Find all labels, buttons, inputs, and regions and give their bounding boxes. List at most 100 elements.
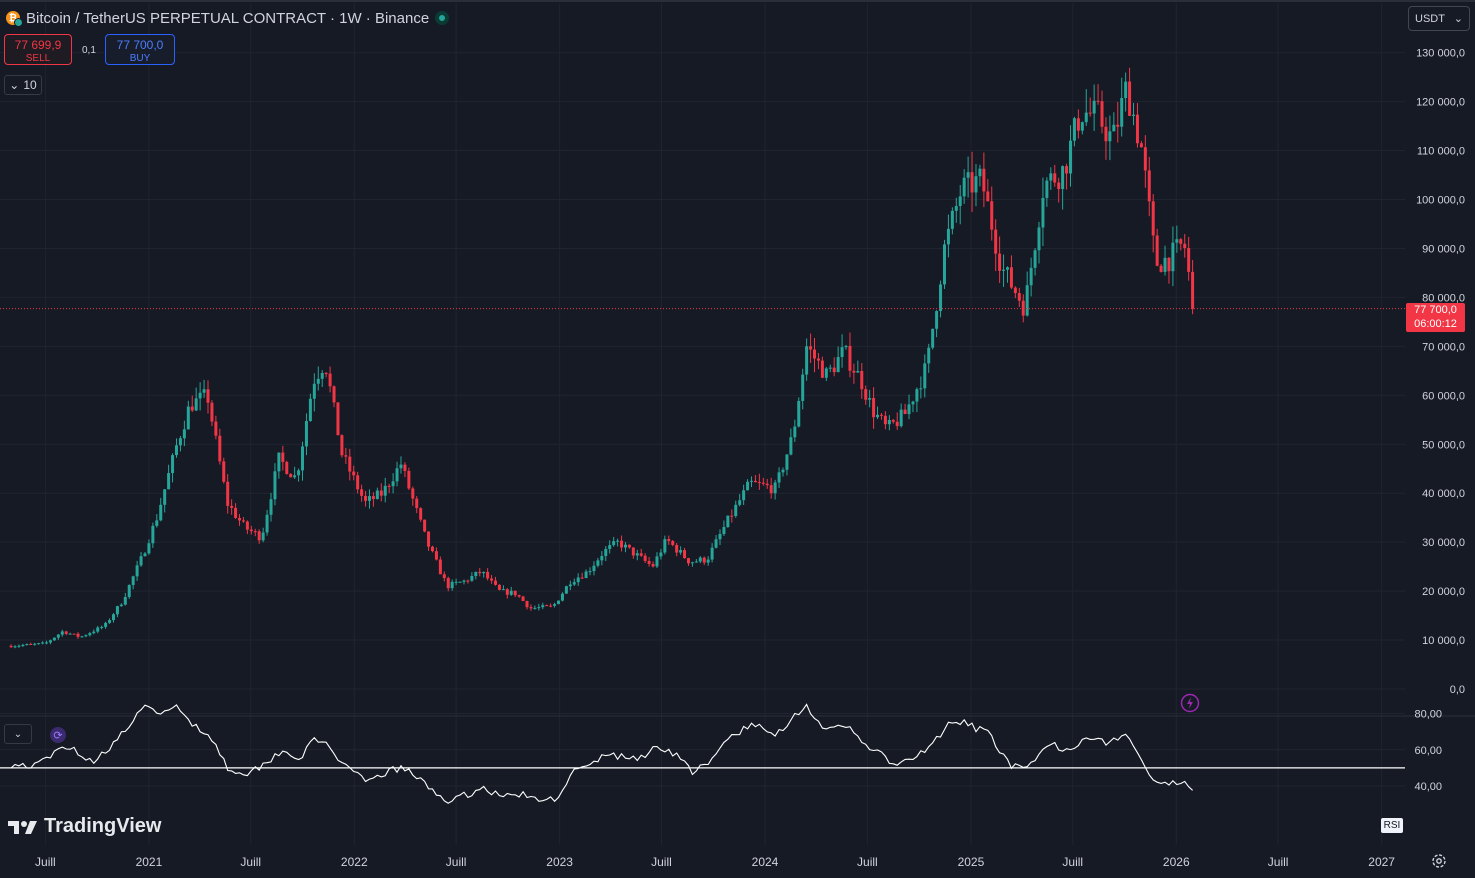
candle-body [277, 452, 281, 472]
candle-body [470, 576, 474, 581]
symbol-header[interactable]: ₿ Bitcoin / TetherUS PERPETUAL CONTRACT … [6, 8, 450, 28]
candle-body [1151, 201, 1155, 236]
lightning-alert-icon[interactable] [1180, 693, 1200, 713]
candle-body [273, 471, 277, 500]
candle-body [1163, 257, 1167, 272]
candle-body [907, 404, 911, 415]
candle-body [513, 590, 517, 596]
candle-body [919, 388, 923, 390]
candle-down [387, 483, 391, 494]
candle-up [824, 367, 828, 381]
candle-up [308, 393, 312, 422]
candle-body [147, 543, 151, 554]
candle-up [1163, 245, 1167, 276]
candle-body [635, 553, 639, 556]
candle-body [123, 596, 127, 605]
candle-body [383, 485, 387, 496]
candle-body [1057, 182, 1061, 190]
candle-up [25, 643, 29, 646]
rsi-tick-label: 60,00 [1414, 745, 1442, 757]
candle-body [501, 589, 505, 591]
symbol-title[interactable]: Bitcoin / TetherUS PERPETUAL CONTRACT · … [26, 9, 430, 27]
candle-body [1025, 285, 1029, 316]
buy-button[interactable]: 77 700,0 BUY [105, 34, 175, 65]
candle-up [147, 539, 151, 555]
candle-body [21, 644, 25, 646]
candle-up [395, 461, 399, 487]
candle-down [761, 477, 765, 486]
candle-up [663, 535, 667, 555]
candle-down [1053, 164, 1057, 187]
candle-up [1108, 115, 1112, 161]
sync-icon[interactable]: ⟳ [50, 727, 66, 743]
candle-body [718, 534, 722, 540]
candle-body [56, 634, 60, 638]
candle-body [450, 581, 454, 589]
candle-up [935, 310, 939, 338]
price-tick-label: 50 000,0 [1422, 439, 1465, 451]
candle-up [907, 394, 911, 420]
candle-body [1143, 147, 1147, 171]
candle-body [820, 360, 824, 378]
candle-down [344, 447, 348, 464]
candle-body [537, 607, 541, 609]
candle-body [749, 480, 753, 482]
candle-down [891, 418, 895, 424]
candle-down [1151, 194, 1155, 253]
candle-down [497, 584, 501, 591]
candle-body [832, 367, 836, 373]
candle-down [324, 371, 328, 378]
candle-up [734, 500, 738, 518]
chevron-down-icon: ⌄ [1453, 13, 1463, 25]
candle-down [639, 548, 643, 557]
candle-up [1120, 77, 1124, 137]
candle-down [627, 544, 631, 549]
candle-body [1061, 166, 1065, 190]
candle-up [1069, 125, 1073, 187]
candle-body [486, 571, 490, 579]
candle-body [289, 473, 293, 478]
candle-body [974, 176, 978, 193]
candle-up [68, 632, 72, 635]
rsi-collapse-button[interactable]: ⌄ [4, 724, 32, 744]
candle-down [769, 477, 773, 499]
candle-up [139, 552, 143, 567]
candle-down [289, 473, 293, 478]
candle-down [478, 568, 482, 577]
candle-up [541, 602, 545, 610]
candle-body [553, 604, 557, 606]
candle-body [241, 520, 245, 522]
candle-body [33, 643, 37, 645]
candle-body [9, 645, 13, 648]
candle-body [899, 409, 903, 427]
candle-body [88, 633, 92, 636]
candle-down [72, 633, 76, 635]
candle-up [470, 572, 474, 582]
candle-up [320, 370, 324, 388]
candle-body [990, 201, 994, 230]
candle-body [616, 540, 620, 542]
candle-up [1041, 177, 1045, 247]
candle-body [127, 584, 131, 597]
tradingview-logo[interactable]: TradingView [8, 815, 161, 838]
candle-body [72, 633, 76, 635]
candle-up [1072, 116, 1076, 147]
candle-up [399, 456, 403, 474]
gear-icon[interactable] [1430, 852, 1448, 870]
sell-button[interactable]: 77 699,9 SELL [4, 34, 72, 65]
candle-down [438, 556, 442, 575]
candle-up [1049, 167, 1053, 190]
candle-down [407, 467, 411, 491]
currency-select[interactable]: USDT ⌄ [1408, 6, 1470, 31]
candle-body [639, 553, 643, 556]
indicators-collapse-button[interactable]: ⌄ 10 [4, 75, 42, 95]
candle-down [403, 462, 407, 478]
candle-body [430, 546, 434, 552]
candle-body [1065, 166, 1069, 174]
candle-up [553, 602, 557, 608]
candle-body [797, 400, 801, 427]
candle-body [679, 550, 683, 553]
candle-down [348, 448, 352, 481]
candle-up [1112, 112, 1116, 132]
